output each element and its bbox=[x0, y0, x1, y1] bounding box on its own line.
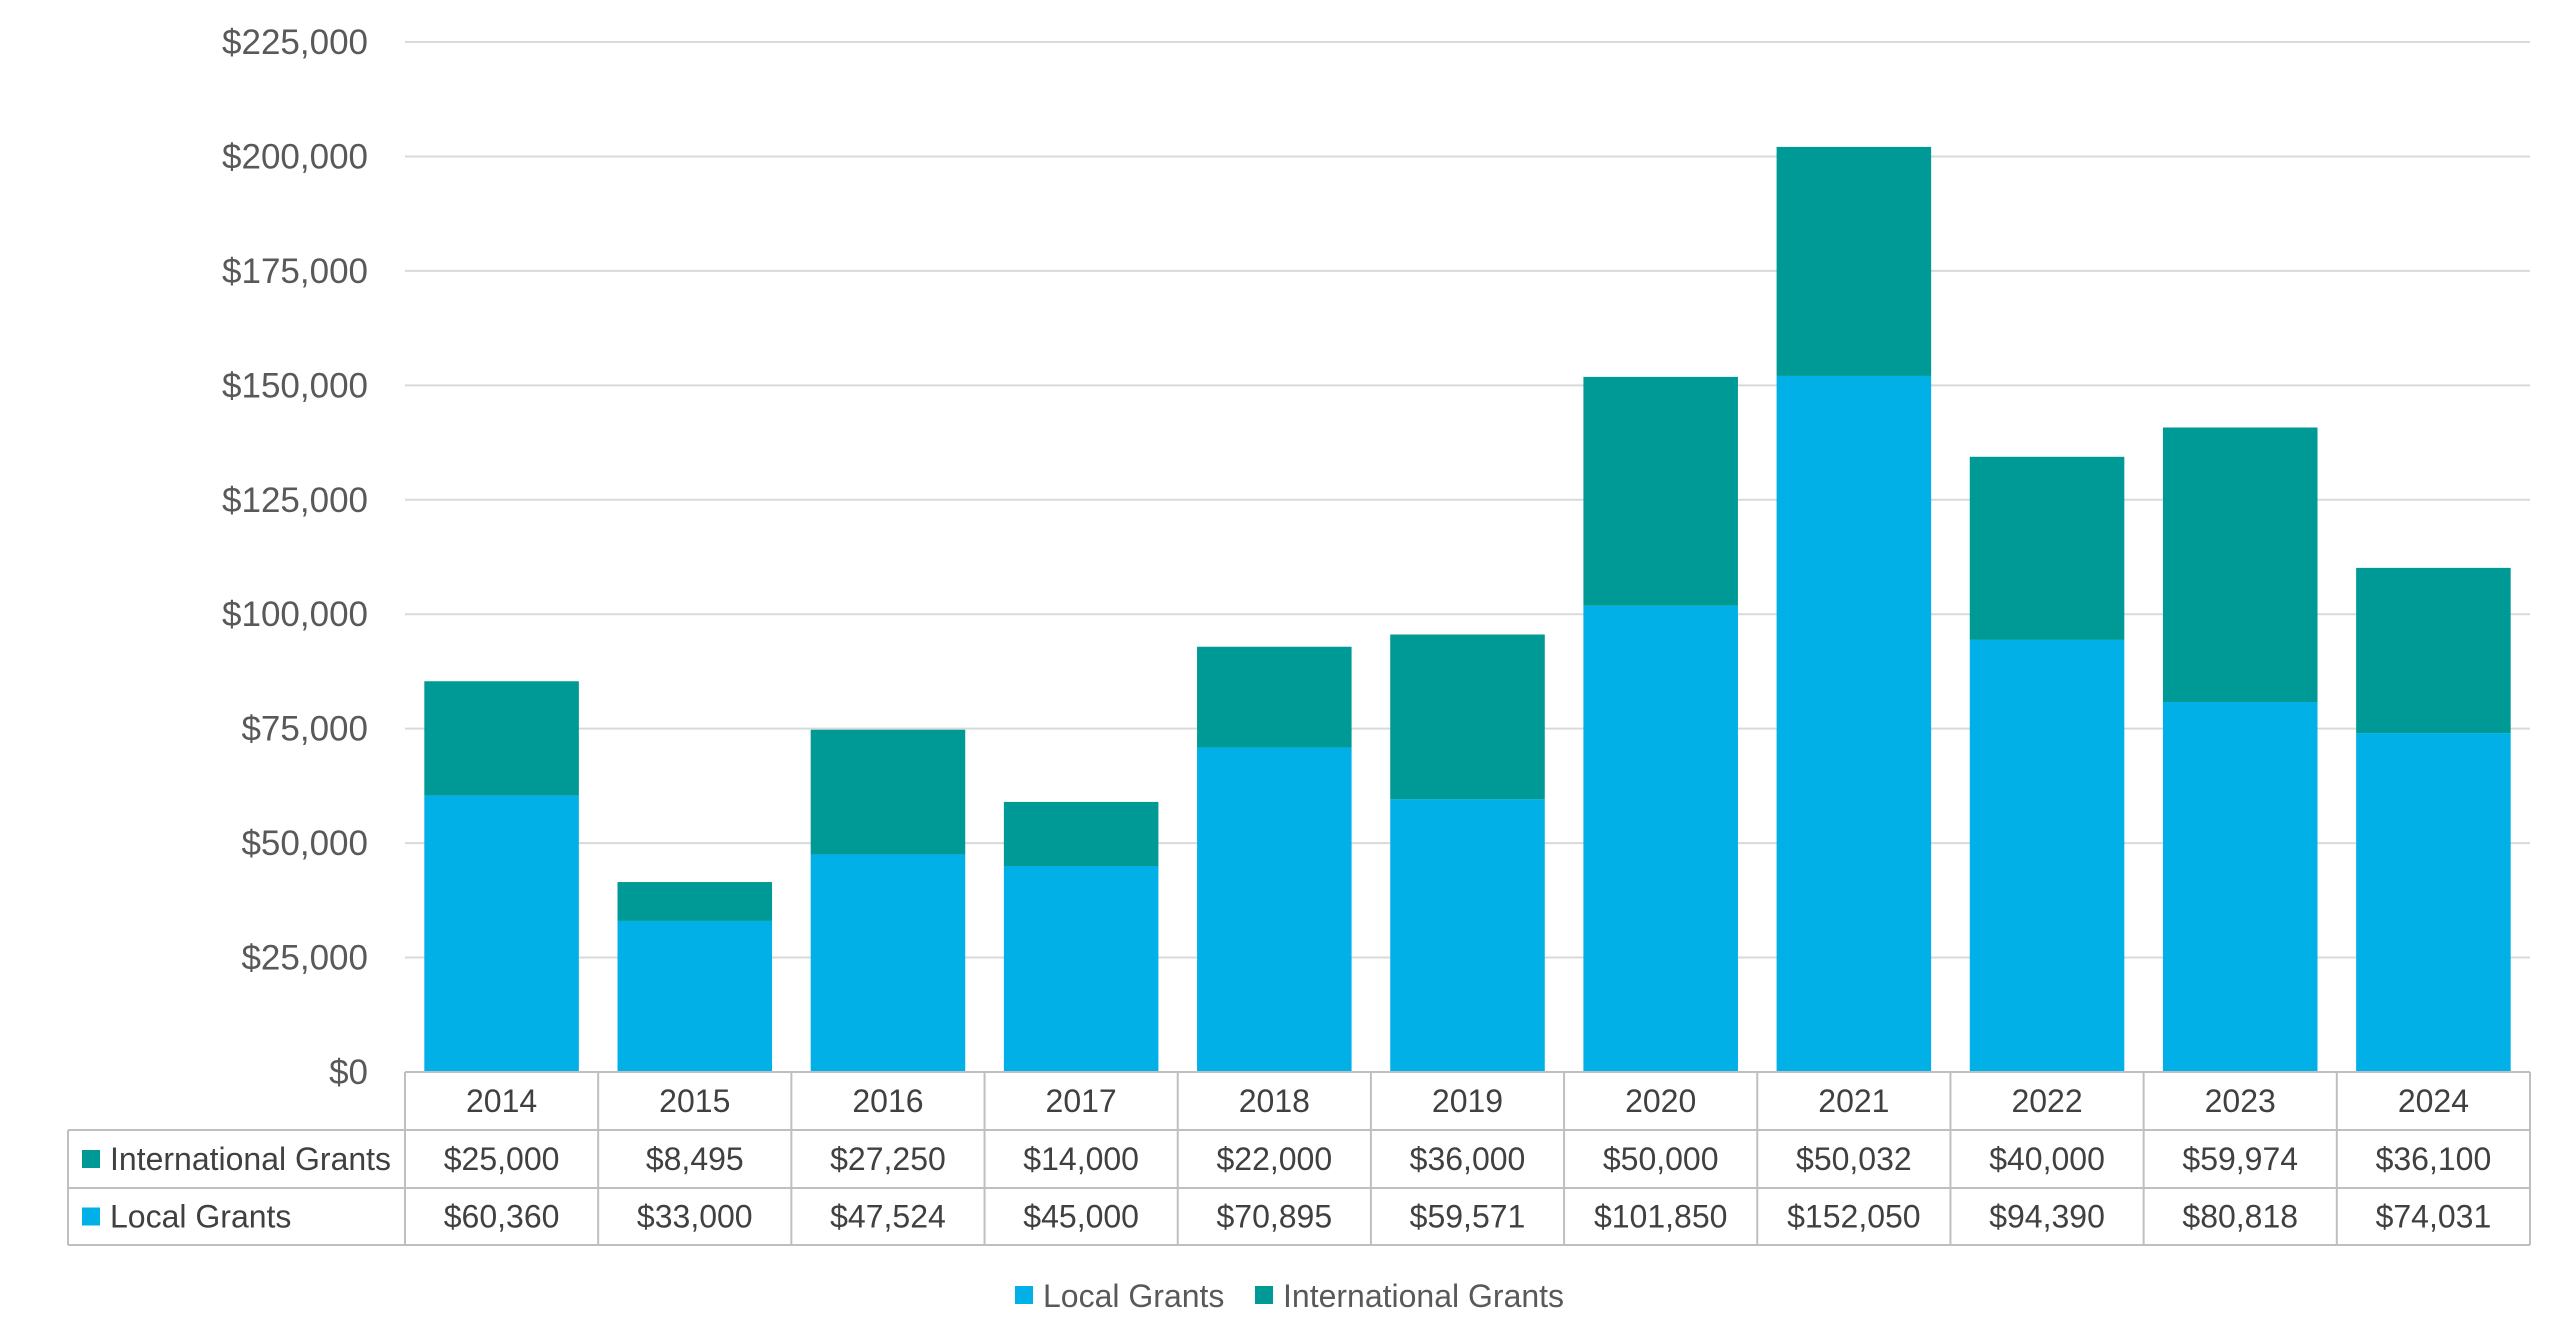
bar-international-2021 bbox=[1776, 146, 1932, 376]
bar-international-2022 bbox=[1969, 456, 2125, 640]
y-tick-label: $25,000 bbox=[241, 939, 368, 978]
y-tick-label: $125,000 bbox=[222, 481, 368, 520]
data-label: $22,000 bbox=[1216, 1141, 1332, 1177]
table-legend-key bbox=[82, 1150, 100, 1168]
data-label: $47,524 bbox=[830, 1199, 946, 1235]
data-label: $59,571 bbox=[1410, 1199, 1526, 1235]
x-tick-label: 2021 bbox=[1818, 1083, 1889, 1119]
data-label: $94,390 bbox=[1989, 1199, 2105, 1235]
table-legend-key bbox=[82, 1207, 100, 1226]
data-label: $40,000 bbox=[1989, 1141, 2105, 1177]
y-tick-label: $200,000 bbox=[222, 137, 368, 176]
x-tick-label: 2019 bbox=[1432, 1083, 1503, 1119]
y-tick-label: $0 bbox=[329, 1053, 368, 1092]
bar-local-2015 bbox=[617, 920, 773, 1072]
data-label: $14,000 bbox=[1023, 1141, 1139, 1177]
bar-local-2020 bbox=[1583, 605, 1738, 1072]
data-label: $152,050 bbox=[1787, 1199, 1920, 1235]
data-label: $70,895 bbox=[1216, 1199, 1332, 1235]
data-label: $36,100 bbox=[2376, 1141, 2492, 1177]
data-label: $36,000 bbox=[1410, 1141, 1526, 1177]
y-tick-label: $225,000 bbox=[222, 23, 368, 62]
bar-local-2021 bbox=[1776, 375, 1932, 1073]
y-tick-label: $175,000 bbox=[222, 252, 368, 291]
bar-local-2022 bbox=[1969, 639, 2125, 1072]
data-label: $25,000 bbox=[444, 1141, 560, 1177]
data-label: $33,000 bbox=[637, 1199, 753, 1235]
legend-item: Local Grants bbox=[1043, 1278, 1224, 1314]
legend-key bbox=[1255, 1286, 1273, 1304]
x-tick-label: 2024 bbox=[2398, 1083, 2469, 1119]
data-label: $60,360 bbox=[444, 1199, 560, 1235]
bar-local-2014 bbox=[424, 795, 579, 1072]
y-tick-label: $75,000 bbox=[241, 710, 368, 749]
bar-local-2017 bbox=[1003, 866, 1159, 1072]
bar-local-2024 bbox=[2356, 733, 2511, 1072]
bar-international-2017 bbox=[1003, 801, 1159, 866]
table-row-label: International Grants bbox=[110, 1141, 391, 1177]
y-axis: $0 $25,000 $50,000 $75,000 $100,000 $125,000 $… bbox=[222, 23, 368, 1092]
x-tick-label: 2020 bbox=[1625, 1083, 1696, 1119]
bar-international-2020 bbox=[1583, 376, 1738, 606]
x-tick-label: 2023 bbox=[2205, 1083, 2276, 1119]
x-tick-label: 2017 bbox=[1046, 1083, 1117, 1119]
y-tick-label: $100,000 bbox=[222, 595, 368, 634]
data-label: $101,850 bbox=[1594, 1199, 1727, 1235]
x-tick-label: 2015 bbox=[659, 1083, 730, 1119]
bar-international-2014 bbox=[424, 681, 579, 796]
data-label: $45,000 bbox=[1023, 1199, 1139, 1235]
bar-local-2018 bbox=[1197, 747, 1352, 1072]
data-table: 2014 2015 2016 2017 2018 2019 2020 2021 2022 2023… bbox=[67, 1071, 2531, 1246]
data-label: $50,000 bbox=[1603, 1141, 1719, 1177]
bars bbox=[424, 146, 2511, 1073]
bar-international-2019 bbox=[1390, 634, 1545, 800]
data-label: $8,495 bbox=[646, 1141, 744, 1177]
data-label: $80,818 bbox=[2182, 1199, 2298, 1235]
bar-local-2016 bbox=[810, 854, 966, 1072]
x-tick-label: 2018 bbox=[1239, 1083, 1310, 1119]
y-tick-label: $50,000 bbox=[241, 824, 368, 863]
bar-international-2015 bbox=[617, 882, 773, 921]
data-label: $74,031 bbox=[2376, 1199, 2492, 1235]
legend: Local Grants International Grants bbox=[1015, 1278, 1564, 1314]
legend-item: International Grants bbox=[1283, 1278, 1564, 1314]
legend-key bbox=[1015, 1286, 1033, 1304]
bar-international-2016 bbox=[810, 729, 966, 855]
bar-international-2018 bbox=[1197, 646, 1352, 748]
bar-local-2023 bbox=[2162, 702, 2318, 1072]
x-tick-label: 2016 bbox=[852, 1083, 923, 1119]
bar-local-2019 bbox=[1390, 799, 1545, 1072]
x-tick-label: 2022 bbox=[2011, 1083, 2082, 1119]
data-label: $27,250 bbox=[830, 1141, 946, 1177]
data-label: $50,032 bbox=[1796, 1141, 1912, 1177]
x-tick-label: 2014 bbox=[466, 1083, 537, 1119]
y-tick-label: $150,000 bbox=[222, 366, 368, 405]
data-label: $59,974 bbox=[2182, 1141, 2298, 1177]
bar-international-2024 bbox=[2356, 567, 2511, 734]
bar-international-2023 bbox=[2162, 427, 2318, 703]
table-row-label: Local Grants bbox=[110, 1199, 291, 1235]
